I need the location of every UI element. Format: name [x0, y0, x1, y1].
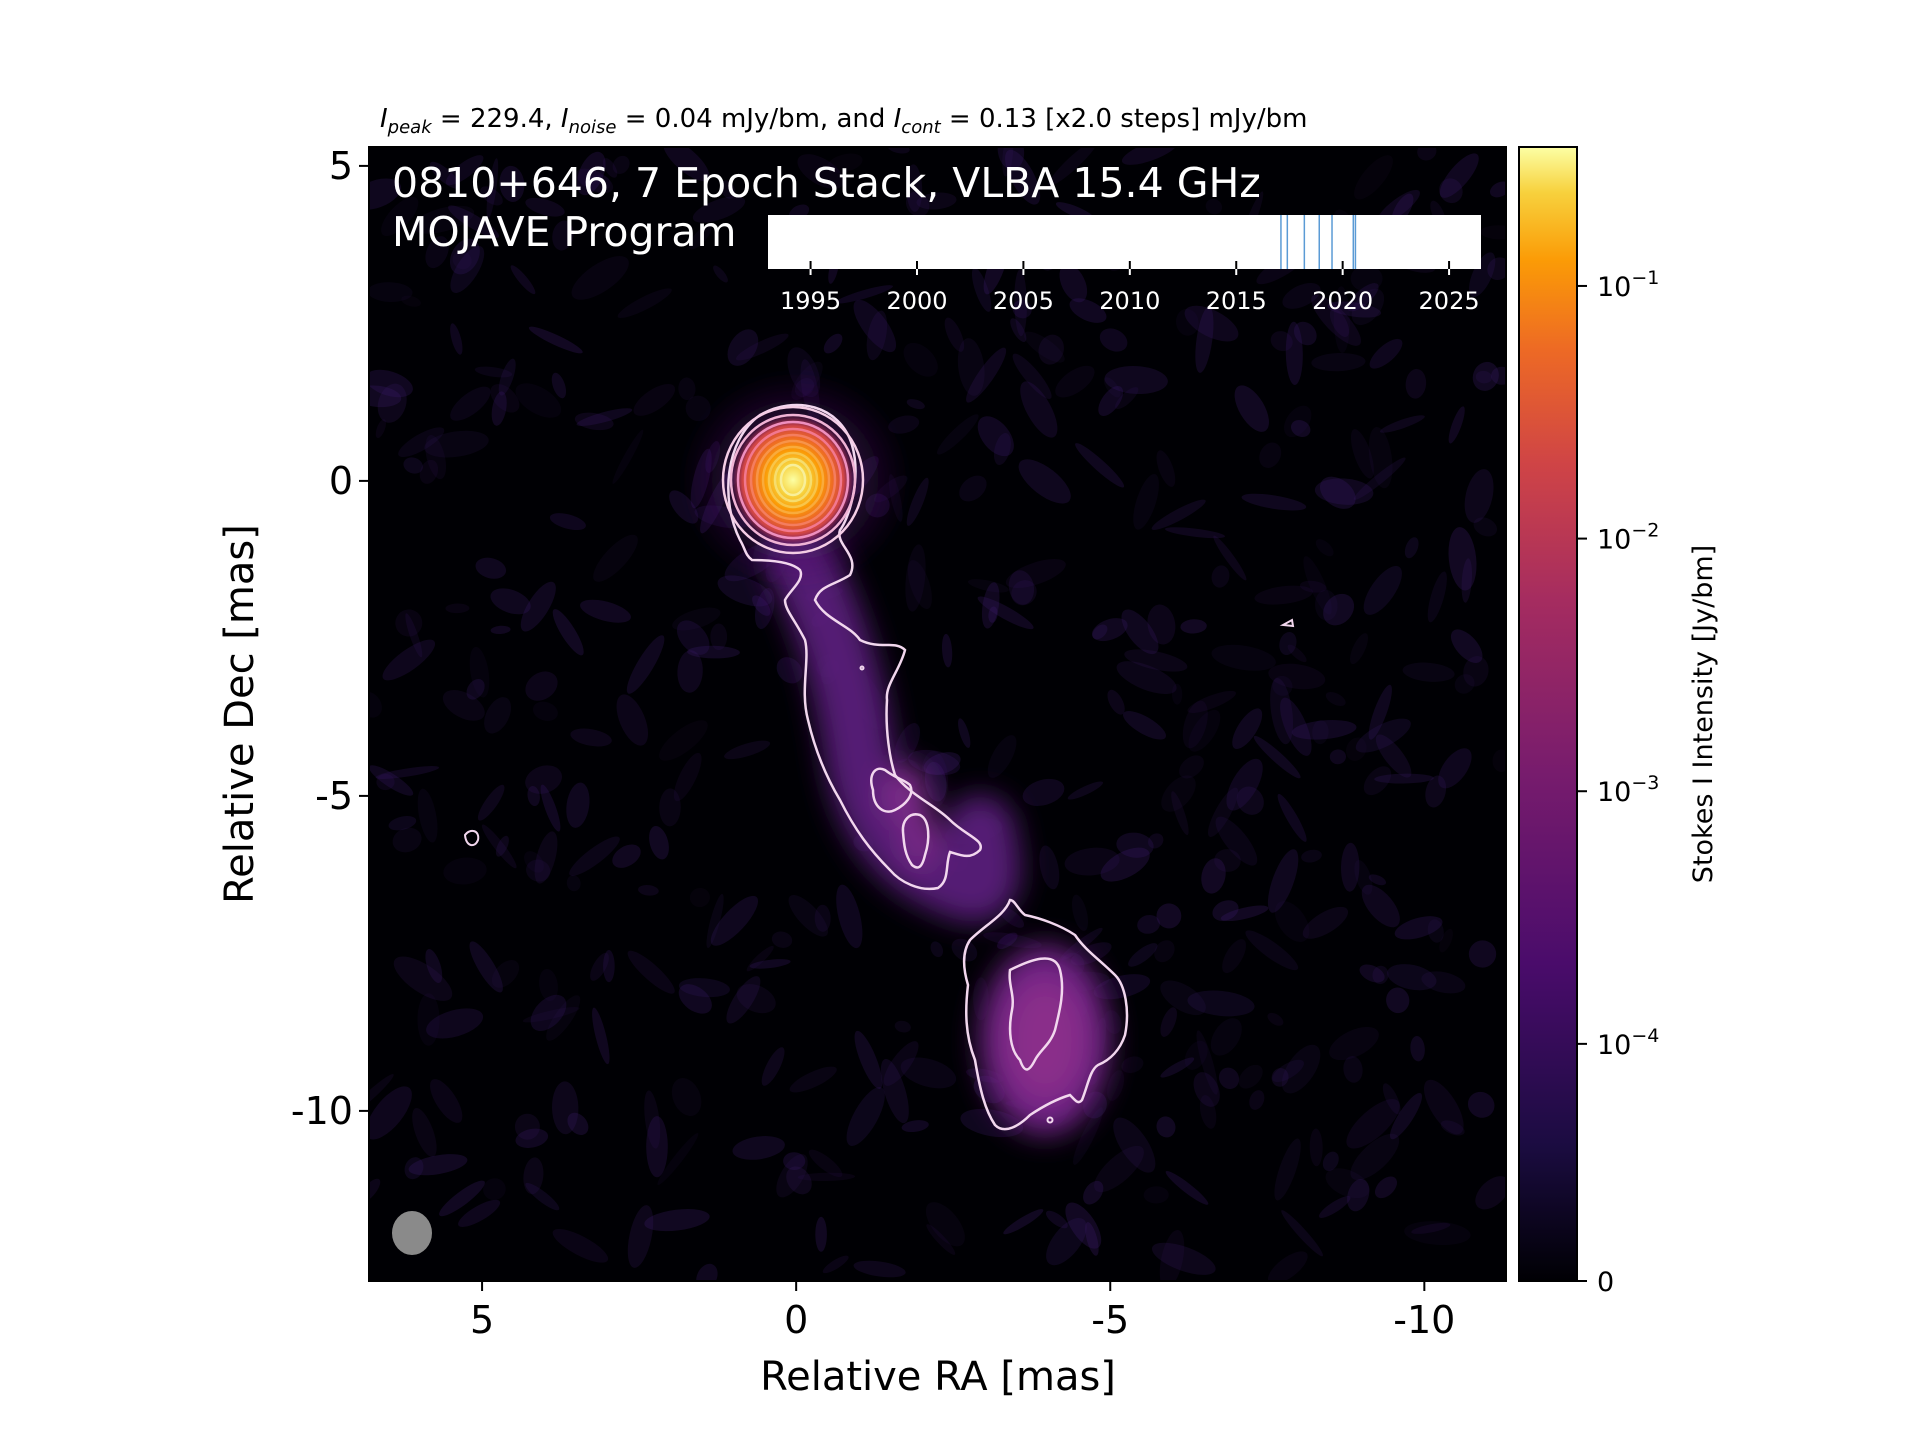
emission-jet	[765, 525, 1110, 1135]
y-tick-label-1: 0	[329, 459, 353, 503]
header-cont-sub: cont	[901, 117, 941, 138]
contour-speck-2	[1279, 618, 1295, 628]
epoch-tick-label-5: 2020	[1312, 287, 1373, 315]
epoch-tick-label-3: 2010	[1099, 287, 1160, 315]
header-peak-text: = 229.4,	[432, 104, 561, 134]
contour-core-ring-7	[767, 451, 819, 509]
contour-core-ring-3	[743, 427, 843, 533]
contour-knot-2	[901, 813, 930, 869]
colorbar-tick-label-1: 10−2	[1597, 520, 1659, 556]
contour-core-ring-6	[761, 445, 825, 515]
colorbar-tick-label-2: 10−3	[1597, 772, 1659, 808]
y-tick-label-3: -10	[291, 1089, 353, 1133]
contour-lobe-outer	[962, 898, 1129, 1131]
colorbar-label: Stokes I Intensity [Jy/bm]	[1688, 545, 1719, 883]
y-tick-label-2: -5	[315, 774, 353, 818]
plot-background	[369, 147, 1506, 1281]
epoch-tick-label-4: 2015	[1206, 287, 1267, 315]
contour-knot-1	[870, 767, 913, 813]
colorbar: 10−1 10−2 10−3 10−4 0 Stokes I Intensity [Jy…	[1518, 146, 1719, 1298]
contour-speck-3	[1046, 1116, 1054, 1124]
contour-core-ring-1	[729, 413, 857, 547]
x-tick-label-3: -10	[1393, 1298, 1455, 1342]
epoch-tick-label-6: 2025	[1419, 287, 1480, 315]
header-peak-symbol: I	[380, 104, 388, 134]
contour-core-ring-2	[736, 420, 850, 540]
emission-core	[680, 370, 910, 590]
header-noise-symbol: I	[561, 104, 569, 134]
header-cont-symbol: I	[894, 104, 902, 134]
contour-core-ring-9	[779, 463, 807, 497]
contours	[463, 403, 1295, 1131]
epoch-tick-label-1: 2000	[886, 287, 947, 315]
y-tick-label-0: 5	[329, 144, 353, 188]
x-tick-label-0: 5	[470, 1298, 494, 1342]
plot-frame	[368, 146, 1507, 1282]
x-axis-label: Relative RA [mas]	[760, 1354, 1116, 1400]
x-tick-label-1: 0	[784, 1298, 808, 1342]
contour-speck-1	[463, 829, 480, 847]
colorbar-tick-label-3: 10−4	[1597, 1025, 1659, 1061]
header-noise-sub: noise	[569, 117, 617, 138]
epoch-tick-label-2: 2005	[993, 287, 1054, 315]
chart-header: Ipeak = 229.4, Inoise = 0.04 mJy/bm, and…	[380, 104, 1307, 138]
contour-speck-4	[859, 665, 865, 671]
annotation-line-1: 0810+646, 7 Epoch Stack, VLBA 15.4 GHz	[392, 159, 1261, 207]
contour-core-ring-4	[749, 433, 837, 527]
epoch-timeline-box	[768, 215, 1481, 269]
contour-outer	[727, 403, 982, 891]
epoch-tick-label-0: 1995	[780, 287, 841, 315]
annotation-line-2: MOJAVE Program	[392, 208, 736, 256]
contour-core-ring-0	[721, 405, 865, 555]
header-cont-text: = 0.13 [x2.0 steps] mJy/bm	[941, 104, 1308, 134]
header-noise-text: = 0.04 mJy/bm, and	[616, 104, 893, 134]
beam-ellipse	[392, 1211, 432, 1255]
colorbar-gradient	[1518, 146, 1578, 1282]
contour-core-ring-8	[773, 457, 813, 503]
colorbar-tick-label-0: 10−1	[1597, 267, 1659, 303]
contour-lobe-inner	[1008, 957, 1064, 1071]
contour-core-ring-5	[755, 439, 831, 521]
header-peak-sub: peak	[387, 117, 434, 138]
y-axis-label: Relative Dec [mas]	[217, 524, 263, 904]
epoch-timeline: 1995 2000 2005 2010 2015 2020 2025	[768, 215, 1481, 315]
x-tick-label-2: -5	[1091, 1298, 1129, 1342]
plot-area: 0810+646, 7 Epoch Stack, VLBA 15.4 GHz M…	[368, 146, 1507, 1282]
colorbar-tick-label-4: 0	[1597, 1267, 1614, 1298]
